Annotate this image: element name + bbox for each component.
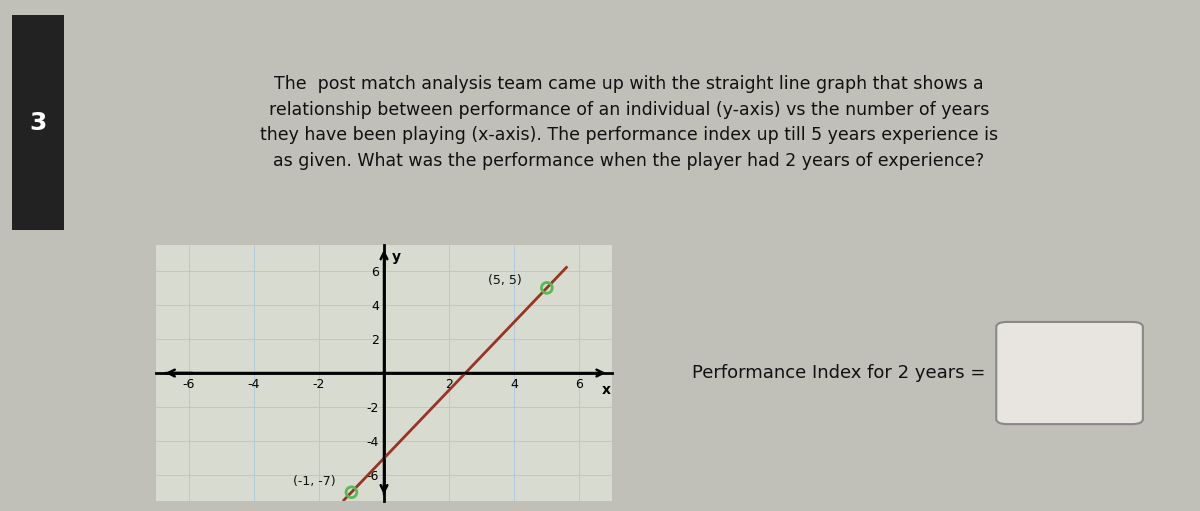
Text: x: x	[602, 383, 611, 397]
Point	[342, 488, 361, 496]
Bar	[12, 15, 65, 230]
Text: Performance Index for 2 years =: Performance Index for 2 years =	[691, 364, 985, 382]
Point	[538, 284, 557, 292]
Text: (5, 5): (5, 5)	[488, 274, 522, 288]
Text: 3: 3	[29, 111, 47, 134]
FancyBboxPatch shape	[996, 322, 1142, 424]
Text: (-1, -7): (-1, -7)	[293, 475, 336, 489]
Text: y: y	[392, 250, 401, 264]
Text: The  post match analysis team came up with the straight line graph that shows a
: The post match analysis team came up wit…	[260, 75, 998, 170]
